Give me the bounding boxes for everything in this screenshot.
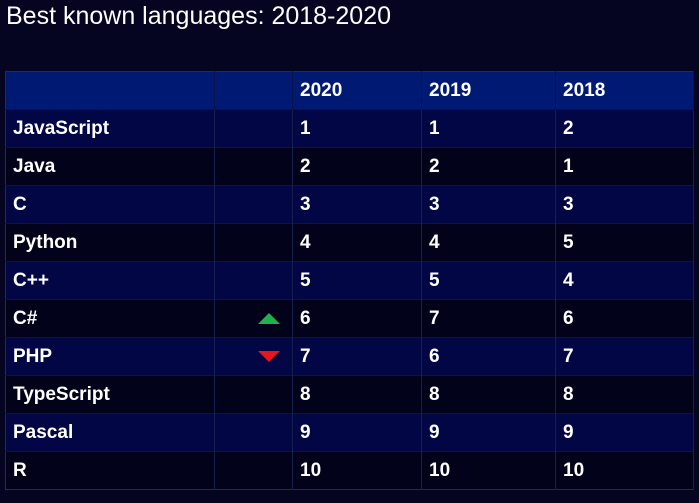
rank-2019: 1	[421, 109, 556, 148]
trend-cell	[214, 185, 293, 224]
rankings-table-container: 2020 2019 2018 JavaScript 1 1 2 Java 2 2 1 C 3 3 3 P…	[5, 71, 694, 490]
table-header-row: 2020 2019 2018	[5, 71, 694, 110]
trend-cell	[214, 337, 293, 376]
table-row: PHP 7 6 7	[5, 337, 694, 376]
trend-cell	[214, 451, 293, 490]
rank-2018: 6	[555, 299, 694, 338]
rank-2020: 2	[292, 147, 422, 186]
rank-2018: 7	[555, 337, 694, 376]
rank-2019: 6	[421, 337, 556, 376]
trend-cell	[214, 413, 293, 452]
trend-cell	[214, 147, 293, 186]
header-2020: 2020	[292, 71, 422, 110]
language-name: Pascal	[5, 413, 215, 452]
language-name: TypeScript	[5, 375, 215, 414]
rank-2018: 9	[555, 413, 694, 452]
table-row: Python 4 4 5	[5, 223, 694, 262]
rank-2020: 9	[292, 413, 422, 452]
language-name: C	[5, 185, 215, 224]
rank-2018: 4	[555, 261, 694, 300]
page-title: Best known languages: 2018-2020	[6, 2, 392, 30]
rank-2020: 8	[292, 375, 422, 414]
trend-cell	[214, 261, 293, 300]
language-name: Java	[5, 147, 215, 186]
rank-2020: 6	[292, 299, 422, 338]
rank-2020: 10	[292, 451, 422, 490]
header-language	[5, 71, 215, 110]
rank-2019: 3	[421, 185, 556, 224]
rank-2020: 4	[292, 223, 422, 262]
table-row: R 10 10 10	[5, 451, 694, 490]
table-row: Java 2 2 1	[5, 147, 694, 186]
down-triangle-icon	[258, 350, 280, 362]
rank-2020: 7	[292, 337, 422, 376]
rank-2020: 5	[292, 261, 422, 300]
header-2019: 2019	[421, 71, 556, 110]
language-name: Python	[5, 223, 215, 262]
trend-cell	[214, 299, 293, 338]
rank-2018: 10	[555, 451, 694, 490]
up-triangle-icon	[258, 312, 280, 324]
rank-2019: 7	[421, 299, 556, 338]
rank-2019: 9	[421, 413, 556, 452]
table-row: Pascal 9 9 9	[5, 413, 694, 452]
rank-2018: 3	[555, 185, 694, 224]
trend-cell	[214, 375, 293, 414]
trend-cell	[214, 223, 293, 262]
rank-2018: 2	[555, 109, 694, 148]
language-name: C++	[5, 261, 215, 300]
rank-2018: 8	[555, 375, 694, 414]
rank-2019: 8	[421, 375, 556, 414]
table-body: JavaScript 1 1 2 Java 2 2 1 C 3 3 3 Python 4 4 5 C++ 5 5 4 C…	[5, 109, 694, 490]
table-row: C++ 5 5 4	[5, 261, 694, 300]
rank-2018: 5	[555, 223, 694, 262]
language-name: PHP	[5, 337, 215, 376]
header-2018: 2018	[555, 71, 694, 110]
rank-2020: 1	[292, 109, 422, 148]
language-name: JavaScript	[5, 109, 215, 148]
rank-2020: 3	[292, 185, 422, 224]
rank-2018: 1	[555, 147, 694, 186]
language-name: R	[5, 451, 215, 490]
trend-cell	[214, 109, 293, 148]
language-name: C#	[5, 299, 215, 338]
header-trend	[214, 71, 293, 110]
rank-2019: 2	[421, 147, 556, 186]
rank-2019: 10	[421, 451, 556, 490]
rankings-table: 2020 2019 2018 JavaScript 1 1 2 Java 2 2 1 C 3 3 3 P…	[5, 71, 694, 490]
table-row: C# 6 7 6	[5, 299, 694, 338]
rank-2019: 4	[421, 223, 556, 262]
table-row: JavaScript 1 1 2	[5, 109, 694, 148]
rank-2019: 5	[421, 261, 556, 300]
table-row: TypeScript 8 8 8	[5, 375, 694, 414]
